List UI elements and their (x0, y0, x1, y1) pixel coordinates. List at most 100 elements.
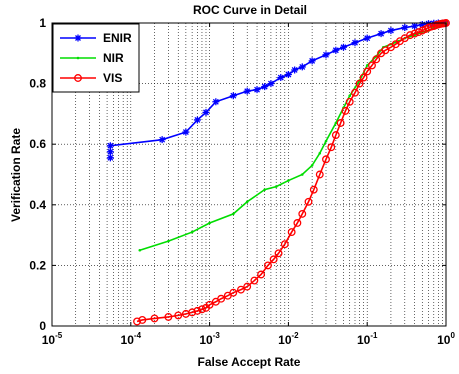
x-tick-label: 100 (437, 331, 455, 347)
legend-items: ENIR NIR VIS (60, 31, 132, 85)
data-point-vis (198, 305, 206, 314)
y-axis-label: Verification Rate (9, 128, 23, 222)
data-point-vis (274, 249, 283, 258)
data-point-vis (237, 285, 245, 294)
data-point-vis (150, 314, 159, 323)
data-point-vis (138, 315, 147, 324)
legend-marker-vis (74, 74, 82, 82)
data-point-enir (253, 86, 261, 94)
data-point-vis (315, 170, 324, 179)
data-point-vis (351, 88, 359, 97)
plot-frame (51, 22, 447, 327)
data-point-vis (174, 311, 183, 320)
data-point-nir (324, 139, 328, 143)
data-point-nir (287, 179, 290, 182)
data-point-enir (387, 27, 395, 35)
data-point-nir (138, 248, 142, 252)
legend-marker-enir (74, 34, 82, 42)
data-point-vis (217, 294, 226, 303)
data-point-enir (401, 24, 409, 32)
data-point-vis (188, 308, 197, 317)
data-point-enir (229, 92, 237, 100)
data-point-enir (291, 66, 299, 74)
data-point-enir (418, 21, 426, 29)
data-point-vis (257, 270, 266, 279)
data-point-enir (298, 63, 306, 71)
data-point-nir (365, 64, 369, 67)
data-point-enir (351, 39, 359, 47)
data-point-vis (363, 67, 372, 76)
data-point-enir (277, 74, 285, 82)
x-tick-label: 10-1 (357, 331, 378, 347)
data-point-vis (327, 143, 336, 152)
data-point-nir (334, 121, 338, 125)
data-point-vis (269, 255, 278, 264)
data-point-nir (274, 185, 278, 188)
data-point-enir (284, 71, 292, 79)
data-point-vis (410, 29, 419, 38)
data-point-nir (310, 164, 314, 167)
y-tick-label: 0.4 (29, 198, 46, 212)
data-point-vis (406, 31, 415, 40)
y-tick-label: 0.2 (29, 258, 46, 272)
x-tick-label: 10-2 (278, 331, 299, 347)
series-line-vis (136, 22, 447, 323)
data-point-enir (158, 136, 166, 144)
data-point-enir (267, 80, 275, 88)
data-point-nir (190, 230, 194, 234)
data-point-enir (363, 34, 371, 42)
legend: ENIR NIR VIS (52, 23, 140, 93)
legend-marker-nir (76, 56, 80, 60)
data-point-vis (341, 106, 350, 115)
data-point-nir (300, 173, 304, 176)
data-point-nir (167, 239, 170, 243)
data-point-enir (193, 116, 201, 124)
data-point-enir (106, 154, 114, 162)
y-tick-label: 1 (39, 16, 46, 30)
data-point-enir (339, 43, 347, 51)
grid (52, 23, 446, 326)
y-tick-label: 0.8 (29, 77, 46, 91)
data-point-enir (106, 142, 114, 150)
data-point-vis (304, 197, 313, 206)
data-point-vis (368, 61, 376, 70)
data-point-vis (164, 312, 173, 321)
data-point-vis (331, 131, 340, 140)
series-line-nir (139, 22, 447, 252)
data-point-vis (205, 300, 214, 309)
chart-title: ROC Curve in Detail (193, 3, 307, 17)
data-point-nir (318, 151, 322, 155)
data-point-vis (263, 261, 272, 270)
legend-label-nir: NIR (103, 51, 124, 65)
legend-label-vis: VIS (103, 71, 122, 85)
data-point-vis (336, 119, 345, 127)
data-point-vis (345, 97, 354, 106)
data-point-enir (322, 51, 330, 59)
data-point-nir (348, 94, 352, 98)
data-point-enir (332, 46, 340, 54)
data-point-vis (372, 55, 381, 64)
data-point-nir (208, 221, 211, 225)
x-tick-label: 10-4 (121, 331, 142, 347)
series-layer (106, 19, 450, 326)
y-tick-label: 0 (39, 319, 46, 333)
x-tick-label: 10-5 (42, 331, 63, 347)
data-point-vis (229, 288, 238, 297)
data-point-enir (202, 108, 210, 116)
data-point-vis (298, 209, 307, 218)
data-point-enir (212, 98, 220, 106)
legend-label-enir: ENIR (103, 31, 132, 45)
data-point-vis (193, 306, 202, 315)
data-point-vis (243, 282, 252, 291)
x-axis-label: False Accept Rate (198, 355, 301, 369)
data-point-vis (414, 28, 423, 37)
data-point-nir (263, 188, 266, 191)
x-tick-label: 10-3 (199, 331, 220, 347)
data-point-enir (377, 30, 385, 38)
data-point-nir (245, 200, 249, 204)
data-point-enir (261, 83, 269, 91)
data-point-enir (182, 128, 190, 136)
y-tick-label: 0.6 (29, 137, 46, 151)
data-point-vis (133, 317, 141, 326)
